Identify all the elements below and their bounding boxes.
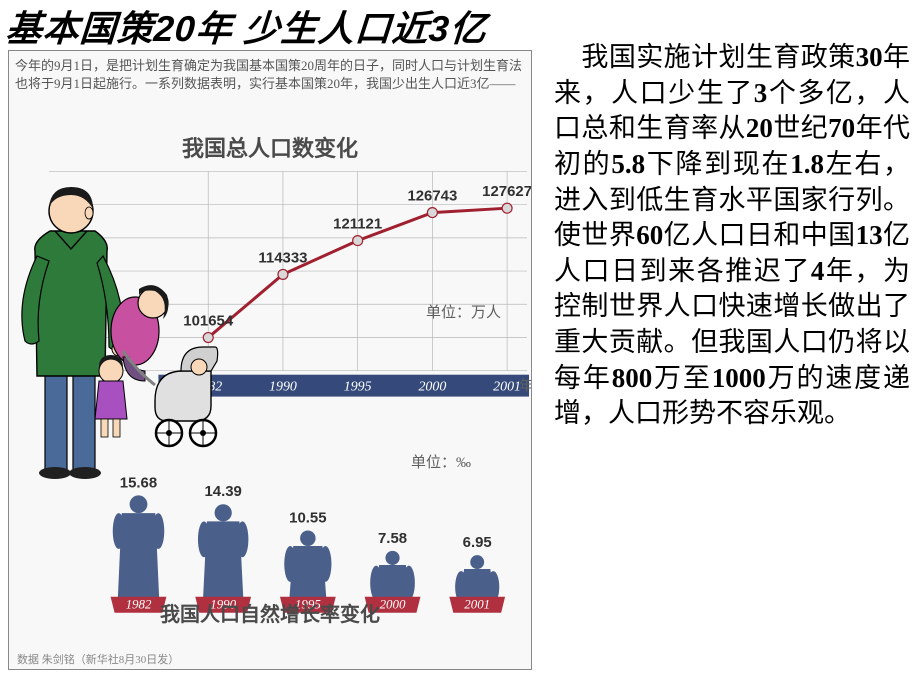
svg-text:2000: 2000	[418, 380, 446, 395]
svg-text:121121: 121121	[333, 216, 382, 233]
svg-text:114333: 114333	[258, 249, 307, 266]
line-chart-title: 我国总人口数变化	[9, 131, 531, 163]
svg-text:127627: 127627	[482, 183, 531, 200]
line-chart-unit: 单位：万人	[426, 301, 501, 322]
svg-text:10.55: 10.55	[289, 510, 326, 527]
family-illustration	[5, 171, 225, 481]
article-panel: 我国实施计划生育政策30年来，人口少生了3个多亿，人口总和生育率从20世纪70年…	[540, 0, 920, 690]
svg-text:年: 年	[519, 379, 531, 395]
headline: 基本国策20年 少生人口近3亿	[4, 0, 489, 52]
infographic-box: 今年的9月1日，是把计划生育确定为我国基本国策20周年的日子，同时人口与计划生育…	[8, 50, 532, 670]
credit-line: 数据 朱剑铭（新华社8月30日发）	[17, 651, 179, 667]
article-body: 我国实施计划生育政策30年来，人口少生了3个多亿，人口总和生育率从20世纪70年…	[554, 40, 910, 432]
bar-chart-title: 我国人口自然增长率变化	[9, 598, 531, 627]
infographic-panel: 基本国策20年 少生人口近3亿 今年的9月1日，是把计划生育确定为我国基本国策2…	[0, 0, 540, 690]
svg-text:126743: 126743	[407, 188, 457, 205]
svg-text:6.95: 6.95	[463, 534, 492, 551]
svg-text:7.58: 7.58	[378, 530, 407, 547]
svg-text:14.39: 14.39	[204, 483, 241, 500]
intro-text: 今年的9月1日，是把计划生育确定为我国基本国策20周年的日子，同时人口与计划生育…	[15, 57, 525, 92]
svg-text:1995: 1995	[344, 380, 372, 395]
svg-text:1990: 1990	[269, 380, 297, 395]
svg-text:2001: 2001	[493, 380, 521, 395]
